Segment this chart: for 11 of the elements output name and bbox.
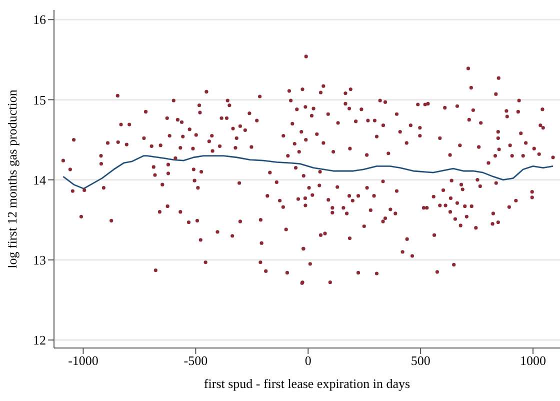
y-tick-label: 14 xyxy=(33,172,46,188)
x-tick-label: 0 xyxy=(304,353,312,368)
y-tick-label: 15 xyxy=(33,92,46,108)
y-tick-label: 12 xyxy=(33,332,46,348)
x-tick-label: 500 xyxy=(410,353,430,368)
x-tick-label: -1000 xyxy=(68,353,98,368)
y-tick-label: 13 xyxy=(33,252,46,268)
x-tick-label: 1000 xyxy=(520,353,546,368)
y-tick-label: 16 xyxy=(33,12,46,28)
x-tick-label: -500 xyxy=(184,353,208,368)
x-axis-title: first spud - first lease expiration in days xyxy=(204,376,410,391)
